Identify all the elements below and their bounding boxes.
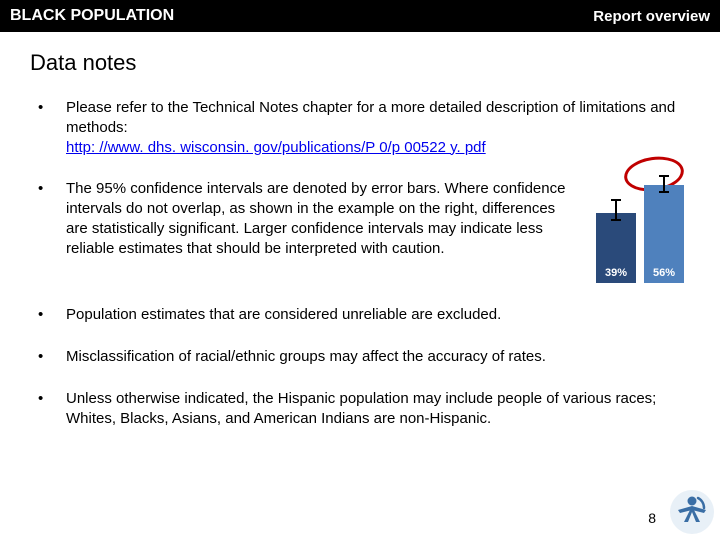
technical-notes-link[interactable]: http: //www. dhs. wisconsin. gov/publica… [66, 139, 486, 156]
header-right-title: Report overview [593, 8, 710, 25]
header-left-title: BLACK POPULATION [10, 7, 174, 25]
chart-bar-1: 39% [596, 213, 636, 283]
bullet-3: Population estimates that are considered… [38, 305, 690, 325]
bar-2-label: 56% [644, 266, 684, 281]
bullet-5: Unless otherwise indicated, the Hispanic… [38, 389, 690, 429]
error-bar-1 [615, 199, 617, 221]
bullet-2: The 95% confidence intervals are denoted… [38, 179, 690, 283]
bullet-1-text: Please refer to the Technical Notes chap… [66, 99, 675, 136]
chart-bar-2: 56% [644, 185, 684, 283]
header-bar: BLACK POPULATION Report overview [0, 0, 720, 32]
footer-logo-icon [668, 488, 716, 536]
bullet-list: Please refer to the Technical Notes chap… [30, 98, 690, 429]
bullet-2-text: The 95% confidence intervals are denoted… [66, 179, 578, 258]
page-number: 8 [648, 510, 656, 526]
content-area: Data notes Please refer to the Technical… [0, 32, 720, 429]
example-bar-chart: 39% 56% [590, 163, 690, 283]
bullet-1: Please refer to the Technical Notes chap… [38, 98, 690, 157]
section-title: Data notes [30, 50, 690, 76]
bullet-4: Misclassification of racial/ethnic group… [38, 347, 690, 367]
bar-1-label: 39% [596, 266, 636, 281]
error-bar-2 [663, 175, 665, 193]
